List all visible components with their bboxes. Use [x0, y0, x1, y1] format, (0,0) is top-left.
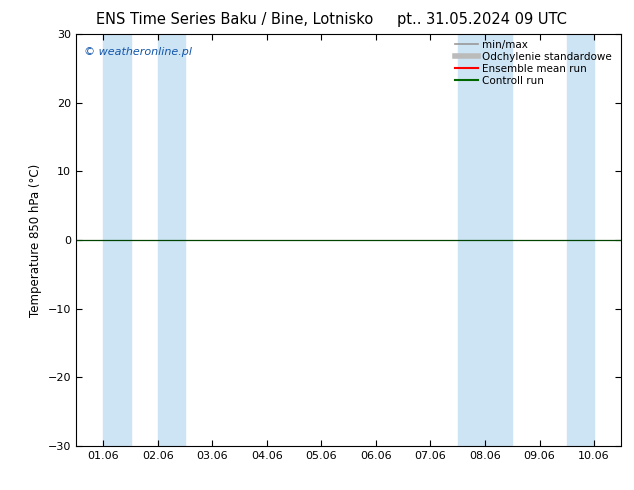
Bar: [158, 34, 185, 446]
Bar: [567, 34, 594, 446]
Bar: [458, 34, 512, 446]
Legend: min/max, Odchylenie standardowe, Ensemble mean run, Controll run: min/max, Odchylenie standardowe, Ensembl…: [451, 35, 616, 90]
Y-axis label: Temperature 850 hPa (°C): Temperature 850 hPa (°C): [29, 164, 42, 317]
Text: ENS Time Series Baku / Bine, Lotnisko: ENS Time Series Baku / Bine, Lotnisko: [96, 12, 373, 27]
Text: pt.. 31.05.2024 09 UTC: pt.. 31.05.2024 09 UTC: [397, 12, 567, 27]
Text: © weatheronline.pl: © weatheronline.pl: [84, 47, 192, 57]
Bar: [103, 34, 131, 446]
